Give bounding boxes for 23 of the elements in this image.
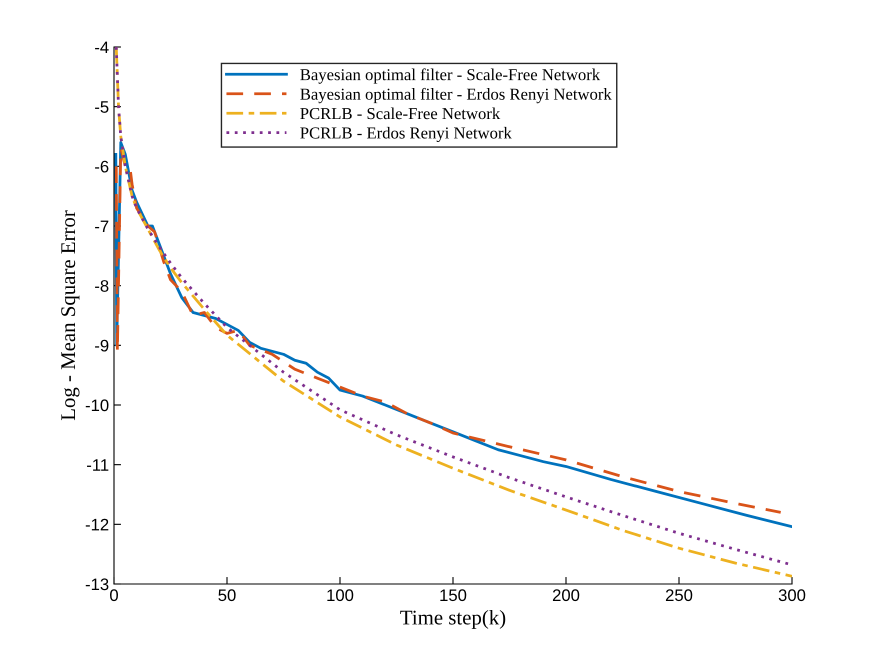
y-tick-label: -6 — [95, 160, 108, 173]
x-tick-label: 0 — [110, 589, 118, 602]
x-tick-label: 50 — [218, 589, 236, 602]
y-tick-label: -13 — [86, 578, 108, 590]
y-tick-label: -4 — [95, 42, 109, 54]
y-tick-label: -7 — [95, 220, 108, 232]
y-axis-title: Log - Mean Square Error — [61, 210, 80, 420]
x-axis-title: Time step(k) — [400, 610, 506, 629]
x-tick-label: 100 — [327, 589, 354, 602]
y-tick-label: -11 — [87, 459, 108, 471]
y-tick-label: -5 — [95, 101, 108, 113]
x-tick-label: 150 — [440, 589, 466, 602]
y-tick-label: -12 — [86, 518, 108, 530]
legend-label: PCRLB - Erdos Renyi Network — [300, 126, 512, 142]
legend-label: Bayesian optimal filter - Scale-Free Network — [300, 68, 600, 84]
y-tick-label: -8 — [95, 280, 108, 292]
legend-label: PCRLB - Scale-Free Network — [300, 107, 500, 120]
x-tick-label: 200 — [552, 589, 580, 602]
x-tick-label: 250 — [666, 589, 692, 602]
y-tick-label: -9 — [95, 340, 108, 352]
legend-label: Bayesian optimal filter - Erdos Renyi Network — [300, 88, 612, 104]
y-tick-label: -10 — [86, 399, 108, 412]
x-tick-label: 300 — [778, 589, 806, 602]
